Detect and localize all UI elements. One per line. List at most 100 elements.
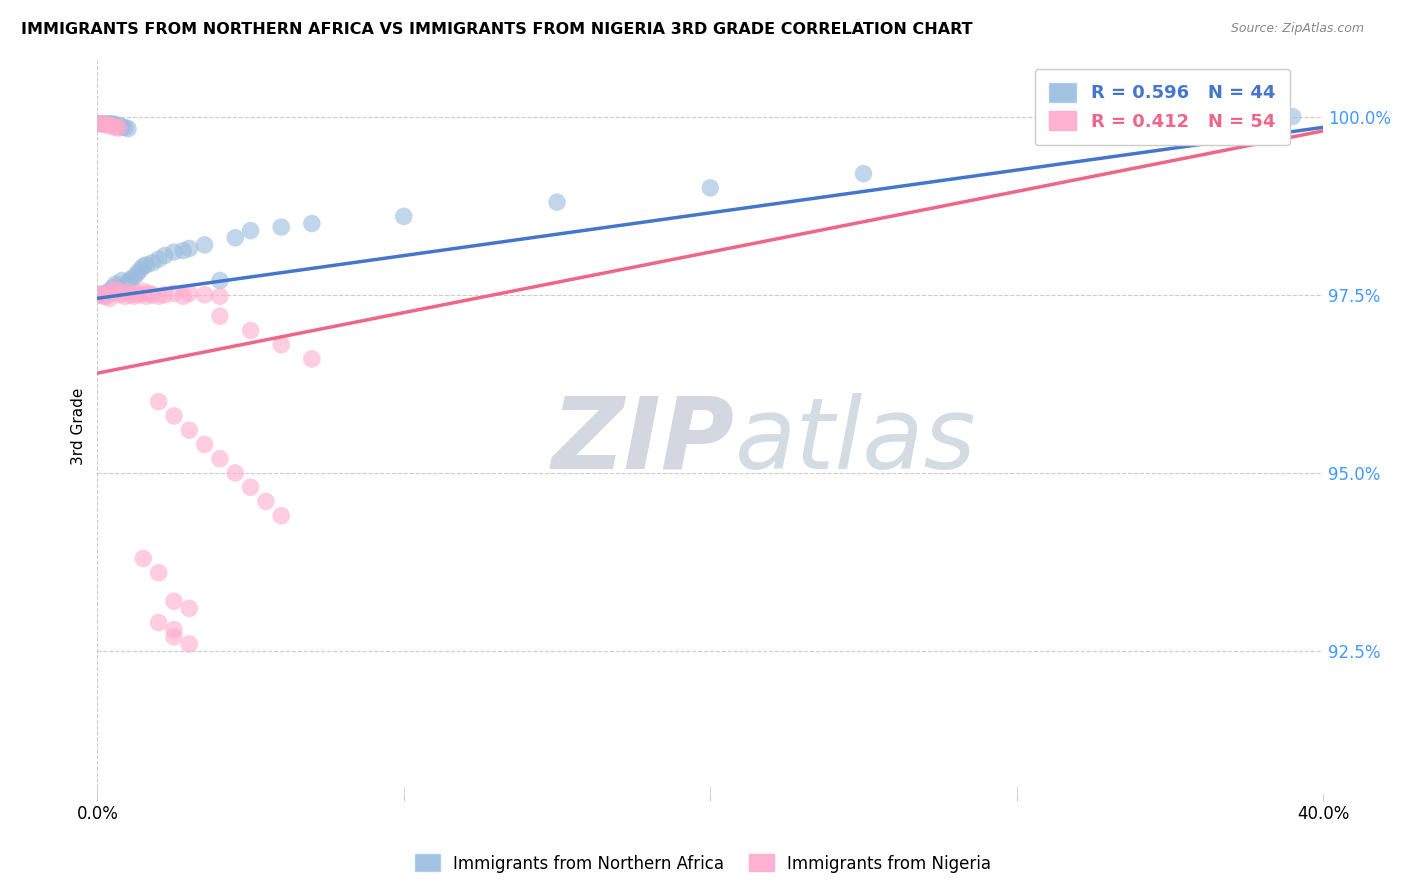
Point bbox=[194, 287, 217, 301]
Point bbox=[546, 195, 568, 210]
Point bbox=[239, 224, 262, 238]
Point bbox=[104, 282, 127, 296]
Text: IMMIGRANTS FROM NORTHERN AFRICA VS IMMIGRANTS FROM NIGERIA 3RD GRADE CORRELATION: IMMIGRANTS FROM NORTHERN AFRICA VS IMMIG… bbox=[21, 22, 973, 37]
Point bbox=[111, 274, 134, 288]
Point bbox=[179, 637, 201, 651]
Point bbox=[153, 287, 176, 301]
Point bbox=[163, 594, 186, 608]
Point bbox=[120, 272, 142, 286]
Legend: R = 0.596   N = 44, R = 0.412   N = 54: R = 0.596 N = 44, R = 0.412 N = 54 bbox=[1035, 69, 1289, 145]
Point bbox=[89, 287, 111, 301]
Point bbox=[117, 275, 139, 289]
Point bbox=[194, 238, 217, 252]
Point bbox=[270, 337, 292, 351]
Point bbox=[148, 252, 170, 267]
Point bbox=[239, 480, 262, 494]
Point bbox=[179, 423, 201, 437]
Point bbox=[101, 284, 124, 298]
Point bbox=[98, 284, 121, 298]
Point bbox=[98, 117, 121, 131]
Point bbox=[114, 279, 136, 293]
Point bbox=[101, 120, 124, 134]
Point bbox=[122, 270, 145, 285]
Point bbox=[852, 167, 875, 181]
Point bbox=[141, 256, 163, 270]
Point bbox=[107, 118, 129, 132]
Legend: Immigrants from Northern Africa, Immigrants from Nigeria: Immigrants from Northern Africa, Immigra… bbox=[408, 847, 998, 880]
Point bbox=[239, 323, 262, 337]
Point bbox=[127, 286, 149, 301]
Point bbox=[89, 117, 111, 131]
Point bbox=[163, 286, 186, 301]
Point bbox=[224, 466, 246, 480]
Point bbox=[114, 289, 136, 303]
Point bbox=[163, 409, 186, 423]
Point bbox=[148, 566, 170, 580]
Text: atlas: atlas bbox=[735, 392, 976, 490]
Point bbox=[699, 181, 721, 195]
Point bbox=[93, 286, 115, 301]
Point bbox=[153, 249, 176, 263]
Point bbox=[93, 117, 115, 131]
Point bbox=[104, 120, 127, 135]
Point bbox=[96, 118, 118, 132]
Point bbox=[179, 286, 201, 301]
Point bbox=[301, 217, 323, 231]
Point bbox=[129, 287, 152, 301]
Point bbox=[107, 282, 129, 296]
Point bbox=[172, 289, 194, 303]
Point bbox=[148, 289, 170, 303]
Point bbox=[141, 287, 163, 301]
Point bbox=[129, 263, 152, 277]
Point bbox=[270, 508, 292, 523]
Point bbox=[114, 120, 136, 135]
Point bbox=[93, 117, 115, 131]
Point bbox=[392, 210, 415, 224]
Point bbox=[89, 287, 111, 301]
Point bbox=[104, 277, 127, 291]
Point bbox=[1281, 110, 1303, 124]
Point bbox=[101, 280, 124, 294]
Point bbox=[111, 120, 134, 135]
Point bbox=[270, 220, 292, 235]
Point bbox=[111, 286, 134, 301]
Point bbox=[135, 258, 157, 272]
Point bbox=[132, 551, 155, 566]
Point bbox=[96, 117, 118, 131]
Point bbox=[127, 267, 149, 281]
Point bbox=[179, 242, 201, 256]
Text: ZIP: ZIP bbox=[551, 392, 735, 490]
Point bbox=[132, 284, 155, 298]
Point bbox=[93, 289, 115, 303]
Point bbox=[120, 287, 142, 301]
Point bbox=[101, 117, 124, 131]
Point bbox=[132, 260, 155, 274]
Point bbox=[98, 118, 121, 132]
Point bbox=[107, 121, 129, 136]
Point bbox=[172, 244, 194, 258]
Point bbox=[224, 231, 246, 245]
Point bbox=[122, 289, 145, 303]
Point bbox=[148, 394, 170, 409]
Point bbox=[107, 287, 129, 301]
Point bbox=[1250, 110, 1272, 124]
Point bbox=[1159, 120, 1181, 135]
Point bbox=[254, 494, 277, 508]
Point bbox=[117, 121, 139, 136]
Point bbox=[194, 437, 217, 451]
Point bbox=[163, 245, 186, 260]
Point bbox=[179, 601, 201, 615]
Point bbox=[208, 274, 231, 288]
Point bbox=[301, 351, 323, 366]
Point bbox=[163, 630, 186, 644]
Point bbox=[138, 286, 160, 301]
Point bbox=[163, 623, 186, 637]
Point bbox=[208, 309, 231, 323]
Point bbox=[89, 117, 111, 131]
Point bbox=[104, 118, 127, 132]
Point bbox=[208, 451, 231, 466]
Point bbox=[148, 615, 170, 630]
Point bbox=[96, 289, 118, 303]
Text: Source: ZipAtlas.com: Source: ZipAtlas.com bbox=[1230, 22, 1364, 36]
Point bbox=[98, 291, 121, 305]
